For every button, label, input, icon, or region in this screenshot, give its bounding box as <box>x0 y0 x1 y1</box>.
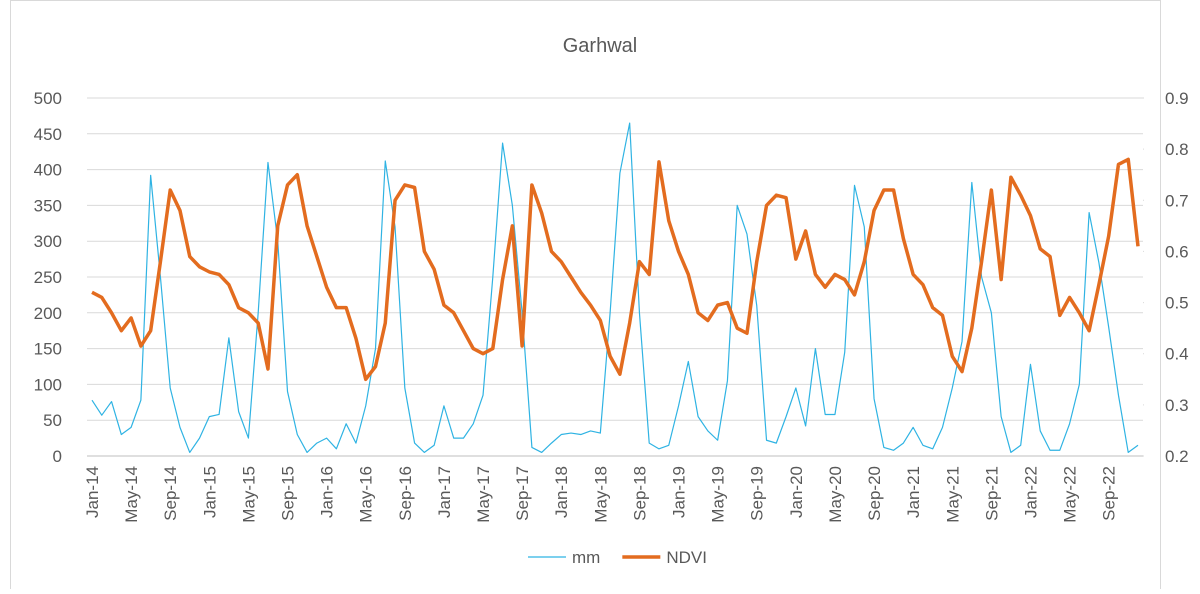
y2-tick-label: 0.4 <box>1165 345 1189 364</box>
x-tick-label: Sep-22 <box>1100 466 1119 521</box>
x-tick-label: Jan-14 <box>83 466 102 518</box>
y-tick-label: 50 <box>43 411 62 430</box>
legend-label: NDVI <box>666 548 707 567</box>
x-tick-label: May-20 <box>826 466 845 523</box>
y-tick-label: 0 <box>53 447 62 466</box>
y-tick-label: 300 <box>34 232 62 251</box>
y-tick-label: 150 <box>34 340 62 359</box>
x-tick-label: May-22 <box>1061 466 1080 523</box>
y2-tick-label: 0.9 <box>1165 89 1189 108</box>
x-tick-label: Jan-17 <box>435 466 454 518</box>
x-tick-label: Sep-20 <box>865 466 884 521</box>
y-tick-label: 250 <box>34 268 62 287</box>
x-tick-label: Jan-21 <box>904 466 923 518</box>
x-tick-label: Jan-16 <box>318 466 337 518</box>
series-line <box>91 157 1140 382</box>
x-tick-label: May-17 <box>474 466 493 523</box>
y2-tick-label: 0.7 <box>1165 191 1189 210</box>
x-tick-label: Jan-19 <box>670 466 689 518</box>
x-tick-label: May-21 <box>943 466 962 523</box>
y2-tick-label: 0.5 <box>1165 294 1189 313</box>
x-tick-label: Jan-22 <box>1021 466 1040 518</box>
x-tick-label: May-15 <box>239 466 258 523</box>
y2-tick-label: 0.8 <box>1165 140 1189 159</box>
x-tick-label: May-16 <box>357 466 376 523</box>
legend-label: mm <box>572 548 600 567</box>
y2-tick-label: 0.2 <box>1165 447 1189 466</box>
series-line <box>91 122 1139 454</box>
x-tick-label: May-19 <box>709 466 728 523</box>
x-tick-label: Sep-19 <box>748 466 767 521</box>
y-tick-label: 200 <box>34 304 62 323</box>
y-tick-label: 350 <box>34 196 62 215</box>
x-tick-label: Sep-14 <box>161 466 180 521</box>
chart-title: Garhwal <box>563 35 637 57</box>
x-tick-label: Sep-15 <box>279 466 298 521</box>
x-tick-label: Jan-20 <box>787 466 806 518</box>
y-tick-label: 500 <box>34 89 62 108</box>
x-tick-label: Sep-18 <box>630 466 649 521</box>
y-tick-label: 450 <box>34 125 62 144</box>
x-tick-label: Jan-15 <box>200 466 219 518</box>
x-tick-label: May-14 <box>122 466 141 523</box>
x-tick-label: May-18 <box>591 466 610 523</box>
x-tick-label: Sep-17 <box>513 466 532 521</box>
x-tick-label: Jan-18 <box>552 466 571 518</box>
y2-tick-label: 0.3 <box>1165 396 1189 415</box>
y2-tick-label: 0.6 <box>1165 242 1189 261</box>
y-tick-label: 400 <box>34 161 62 180</box>
x-tick-label: Sep-16 <box>396 466 415 521</box>
y-tick-label: 100 <box>34 375 62 394</box>
x-tick-label: Sep-21 <box>982 466 1001 521</box>
